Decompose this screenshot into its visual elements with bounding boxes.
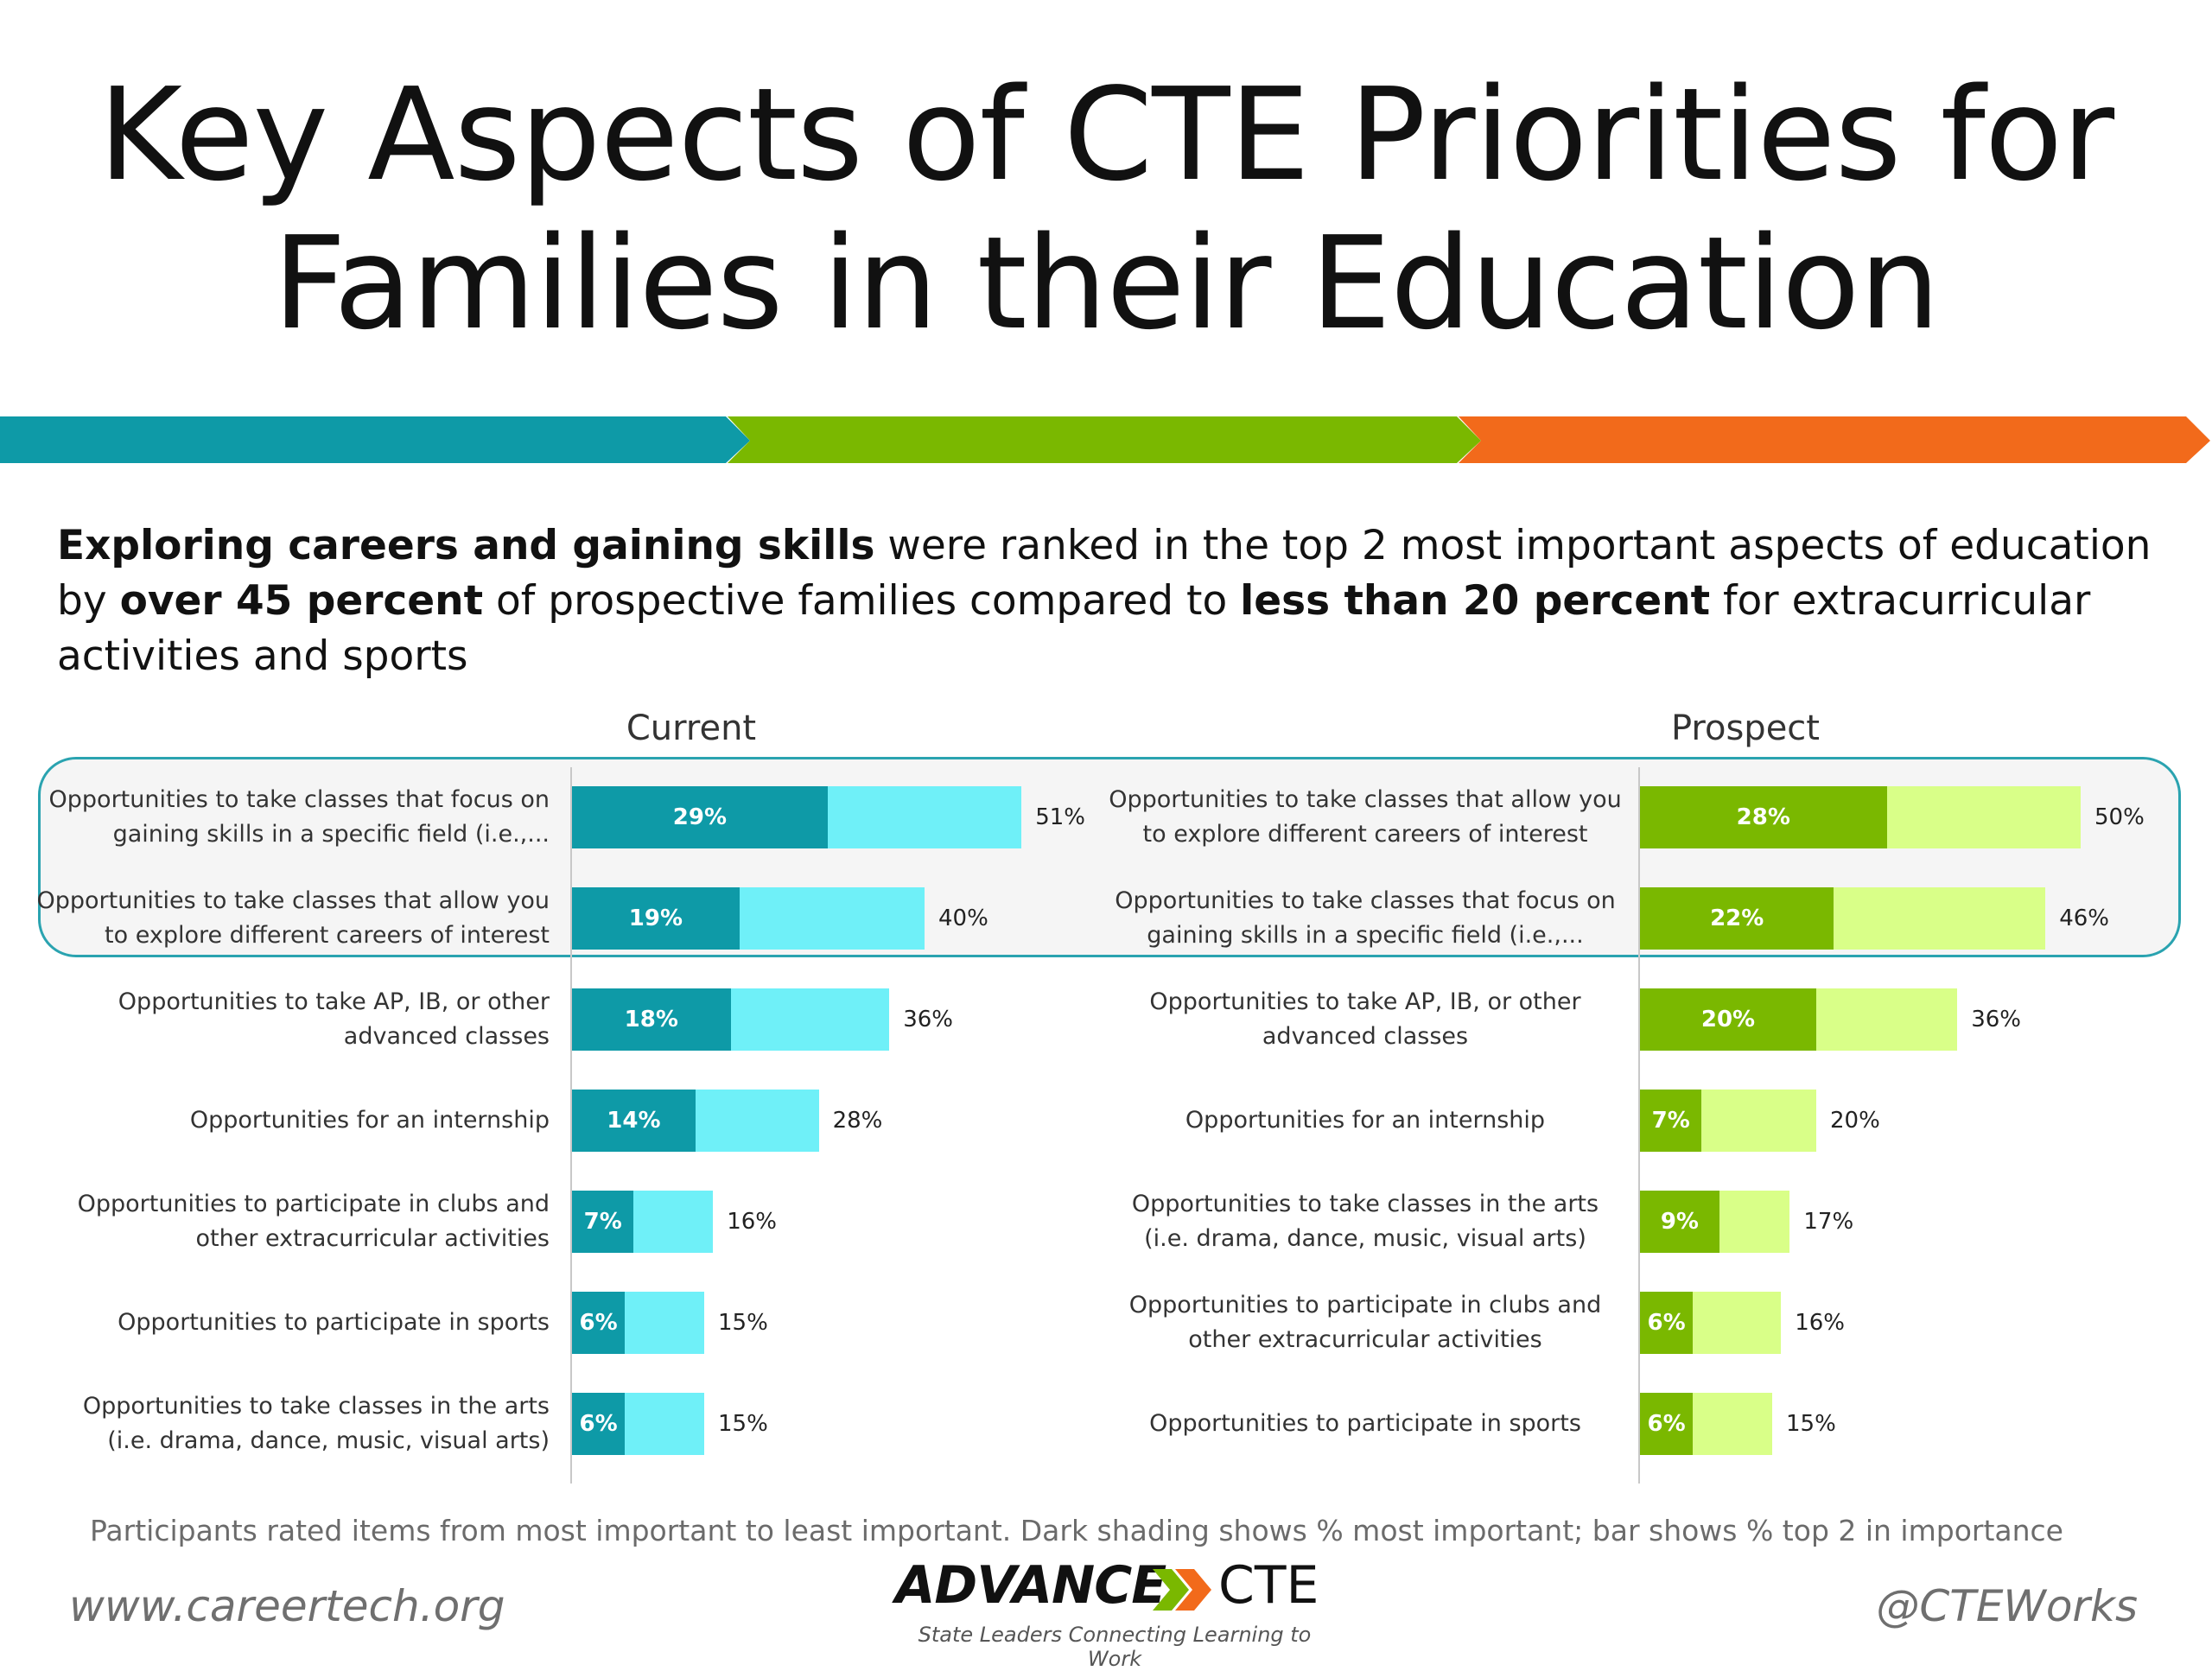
logo-word-advance: ADVANCE bbox=[895, 1555, 1166, 1616]
logo-tagline: State Leaders Connecting Learning to Wor… bbox=[918, 1623, 1312, 1671]
footnote: Participants rated items from most impor… bbox=[90, 1514, 2063, 1547]
bar-most-important: 28% bbox=[1640, 786, 1887, 848]
bar-category-label: Opportunities to take classes that allow… bbox=[36, 887, 550, 949]
bar-top2-value-label: 36% bbox=[1971, 1007, 2021, 1032]
bar-category-label: Opportunities to take classes that focus… bbox=[1115, 887, 1616, 949]
bar-top2-value-label: 16% bbox=[727, 1209, 777, 1235]
bar-top2-value-label: 17% bbox=[1803, 1209, 1854, 1235]
bar-category-label: Opportunities to take classes that focus… bbox=[48, 786, 550, 848]
bar-most-important: 20% bbox=[1640, 988, 1816, 1051]
bar-category-label: Opportunities to participate in sports bbox=[1149, 1410, 1581, 1437]
bar-category-label: Opportunities to take classes in the art… bbox=[1131, 1191, 1599, 1252]
bar-top2-value-label: 46% bbox=[2059, 905, 2109, 931]
bar-category-label: Opportunities to take AP, IB, or other a… bbox=[1149, 988, 1581, 1050]
title-line-2: Families in their Education bbox=[272, 209, 1941, 358]
ribbon-segment-orange bbox=[1459, 416, 2210, 463]
bar-most-important: 19% bbox=[572, 887, 740, 950]
social-handle: @CTEWorks bbox=[1876, 1581, 2138, 1631]
intro-paragraph: Exploring careers and gaining skills wer… bbox=[57, 518, 2165, 684]
bar-most-important: 22% bbox=[1640, 887, 1834, 950]
bar-top2-value-label: 28% bbox=[832, 1108, 883, 1134]
bar-top2-value-label: 20% bbox=[1830, 1108, 1880, 1134]
panel-title: Prospect bbox=[1671, 708, 1820, 748]
intro-text-3: for extracurricular activities and sport… bbox=[57, 577, 2091, 680]
bar-most-important: 6% bbox=[1640, 1292, 1694, 1354]
bar-category-label: Opportunities to participate in clubs an… bbox=[1128, 1292, 1602, 1353]
bar-most-important: 6% bbox=[572, 1292, 626, 1354]
bar-category-label: Opportunities to take classes that allow… bbox=[1109, 786, 1622, 848]
bar-most-important: 7% bbox=[572, 1191, 634, 1253]
bar-most-important: 6% bbox=[1640, 1393, 1694, 1455]
bar-most-important: 29% bbox=[572, 786, 828, 848]
bar-most-important: 18% bbox=[572, 988, 731, 1051]
bar-top2-value-label: 16% bbox=[1795, 1310, 1845, 1336]
website-url: www.careertech.org bbox=[69, 1581, 505, 1631]
bar-most-important: 6% bbox=[572, 1393, 626, 1455]
intro-bold-2: over 45 percent bbox=[119, 577, 484, 625]
chart-axis-line bbox=[1638, 767, 1640, 1484]
bar-top2-value-label: 15% bbox=[718, 1310, 768, 1336]
bar-category-label: Opportunities for an internship bbox=[1185, 1107, 1546, 1134]
intro-bold-3: less than 20 percent bbox=[1240, 577, 1711, 625]
ribbon-segment-teal bbox=[0, 416, 750, 463]
logo-word-cte: CTE bbox=[1218, 1555, 1319, 1616]
chart-axis-line bbox=[570, 767, 572, 1484]
bar-top2-value-label: 36% bbox=[903, 1007, 953, 1032]
bar-top2-value-label: 40% bbox=[938, 905, 988, 931]
bar-category-label: Opportunities to take AP, IB, or other a… bbox=[118, 988, 550, 1050]
bar-top2-value-label: 50% bbox=[2094, 804, 2145, 830]
advance-cte-logo: ADVANCE CTE State Leaders Connecting Lea… bbox=[890, 1555, 1339, 1671]
bar-category-label: Opportunities for an internship bbox=[189, 1107, 550, 1134]
bar-top2-value-label: 51% bbox=[1035, 804, 1085, 830]
intro-bold-1: Exploring careers and gaining skills bbox=[57, 522, 875, 569]
arrow-ribbon bbox=[0, 416, 2210, 463]
bar-category-label: Opportunities to take classes in the art… bbox=[82, 1393, 550, 1454]
logo-chevrons-icon bbox=[1153, 1569, 1211, 1611]
bar-most-important: 9% bbox=[1640, 1191, 1719, 1253]
bar-most-important: 14% bbox=[572, 1090, 696, 1152]
ribbon-segment-green bbox=[728, 416, 1481, 463]
panel-title: Current bbox=[626, 708, 757, 748]
bar-category-label: Opportunities to participate in sports bbox=[118, 1309, 550, 1336]
bar-top2-value-label: 15% bbox=[718, 1411, 768, 1437]
intro-text-2: of prospective families compared to bbox=[483, 577, 1241, 625]
bar-most-important: 7% bbox=[1640, 1090, 1702, 1152]
title-line-1: Key Aspects of CTE Priorities for bbox=[98, 60, 2114, 209]
intro-text-1: were ranked in the top 2 most important … bbox=[57, 522, 2152, 625]
slide-title: Key Aspects of CTE Priorities for Famili… bbox=[0, 60, 2212, 358]
bar-category-label: Opportunities to participate in clubs an… bbox=[77, 1191, 550, 1252]
bar-top2-value-label: 15% bbox=[1786, 1411, 1836, 1437]
